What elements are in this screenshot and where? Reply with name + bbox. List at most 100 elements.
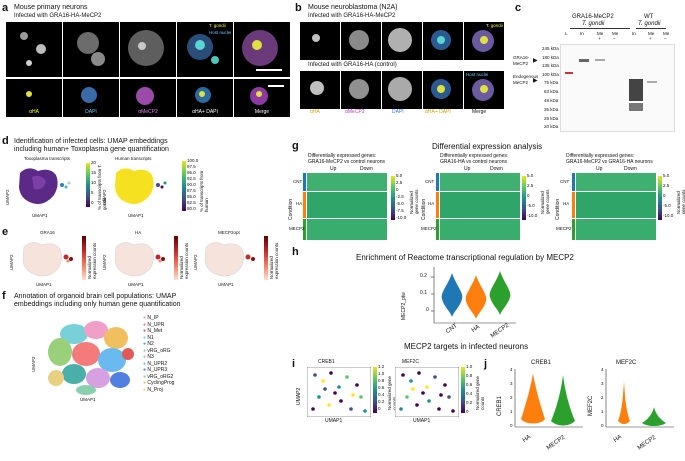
panel-b-subtitle: Infected with GRA16-HA-MeCP2 bbox=[308, 13, 396, 19]
j-ylabel-2: MEF2C bbox=[588, 395, 594, 416]
inset-b-tgondii: T. gondii bbox=[486, 23, 503, 28]
i-xlabel-2: UMAP1 bbox=[413, 418, 431, 424]
j-creb1-violin-ha bbox=[521, 373, 545, 424]
c-col2-sub: T. gondii bbox=[638, 21, 661, 27]
c-left-label-1: GRA16- bbox=[513, 55, 530, 60]
e-ylabel-3: UMAP2 bbox=[193, 254, 198, 270]
b-label-merge: Merge bbox=[472, 109, 487, 115]
e-cbar-label-1: Normalized expression counts bbox=[87, 242, 97, 279]
micrograph-a-6: αHA bbox=[6, 79, 62, 117]
i-ylabel-1: UMAP2 bbox=[296, 387, 302, 405]
inset-a-tgondii: T. gondii bbox=[209, 23, 226, 28]
f-title: Annotation of organoid brain cell popula… bbox=[14, 293, 177, 300]
panel-label-g: g bbox=[292, 140, 299, 152]
g-ylabel-1: Condition bbox=[288, 198, 294, 220]
c-lane-me4: Me bbox=[663, 31, 670, 36]
panel-label-j: j bbox=[484, 358, 488, 370]
i-colorbar-2 bbox=[461, 367, 465, 413]
j-ylabel-1: CREB1 bbox=[497, 395, 503, 416]
c-lane-me3: Me bbox=[648, 31, 655, 36]
micrograph-b-5: T. gondii bbox=[464, 22, 504, 60]
j-mef2c-violin-ha bbox=[618, 381, 630, 424]
c-lane-l: L bbox=[565, 31, 568, 36]
h-ylabel: MECP2_ptw bbox=[401, 292, 407, 320]
e-colorbar-1 bbox=[82, 236, 86, 280]
micrograph-a-5 bbox=[234, 22, 290, 77]
e-cbar-label-2: Normalized expression counts bbox=[179, 242, 189, 279]
j-sub-1: CREB1 bbox=[531, 360, 552, 366]
inset-b-nuclei: Host nuclei bbox=[466, 72, 489, 77]
micrograph-b-1 bbox=[300, 22, 340, 60]
f-legend: ● N_IP ● N_UPR ● N_Met ● N1 ● N2 ● vRG_o… bbox=[143, 315, 175, 393]
g-colorbar-1 bbox=[391, 176, 395, 220]
western-blot bbox=[560, 44, 675, 132]
micrograph-a-1 bbox=[6, 22, 62, 77]
panel-label-f: f bbox=[2, 290, 6, 302]
g-ylabel-2: Condition bbox=[421, 198, 427, 220]
micrograph-b-10: Host nuclei bbox=[464, 71, 504, 109]
d-xlabel-2: UMAP1 bbox=[128, 213, 144, 218]
d-colorbar-2 bbox=[182, 161, 186, 211]
d-title: Identification of infected cells: UMAP e… bbox=[14, 138, 168, 145]
i-umap-creb1 bbox=[307, 367, 371, 417]
panel-label-i: i bbox=[292, 358, 296, 370]
micrograph-b-6 bbox=[300, 71, 340, 109]
i-title: MECP2 targets in infected neurons bbox=[404, 342, 529, 351]
e-xlabel-1: UMAP1 bbox=[36, 282, 52, 287]
micrograph-a-4: T. gondii Host nuclei bbox=[177, 22, 233, 77]
micrograph-a-9: αHA+ DAPI bbox=[177, 79, 233, 117]
c-left-label-3: Endogenous bbox=[513, 74, 539, 79]
f-umap-clusters bbox=[48, 321, 134, 395]
d-sub1: Toxoplasma transcripts bbox=[24, 156, 71, 161]
e-sub-3: MECP2opt bbox=[218, 230, 240, 235]
f-title2: embeddings including only human gene qua… bbox=[14, 301, 181, 308]
j-sub-2: MEF2C bbox=[616, 360, 637, 366]
d-umap-human bbox=[115, 168, 167, 204]
c-lane-in1: In bbox=[580, 31, 584, 36]
panel-label-e: e bbox=[2, 226, 9, 238]
e-umap-mecp2opt bbox=[204, 242, 255, 277]
micrograph-b-3 bbox=[382, 22, 422, 60]
micrograph-b-7 bbox=[341, 71, 381, 109]
g-colorbar-2 bbox=[522, 176, 526, 220]
e-ylabel-1: UMAP2 bbox=[9, 254, 14, 270]
i-sub-1: CREB1 bbox=[318, 359, 335, 365]
g-title: Differential expression analysis bbox=[432, 142, 543, 151]
d-cbar2-label: % of transcripts from human bbox=[199, 170, 209, 212]
i-sub-2: MEF2C bbox=[402, 359, 419, 365]
micrograph-b-8 bbox=[382, 71, 422, 109]
micrograph-a-2 bbox=[63, 22, 119, 77]
e-xlabel-3: UMAP1 bbox=[218, 282, 234, 287]
g-heatmap-2 bbox=[440, 173, 520, 240]
panel-a-subtitle: Infected with GRA16-HA-MeCP2 bbox=[14, 13, 102, 19]
h-violin-cnt bbox=[441, 273, 463, 317]
b-label-dapi: DAPI bbox=[392, 109, 404, 115]
c-lane-me1: Me bbox=[597, 31, 604, 36]
i-xlabel-1: UMAP1 bbox=[325, 418, 343, 424]
micrograph-a-3 bbox=[120, 22, 176, 77]
b-label-mecp2: αMeCP2 bbox=[345, 109, 365, 115]
e-xlabel-2: UMAP1 bbox=[128, 282, 144, 287]
e-colorbar-2 bbox=[174, 236, 178, 280]
h-title: Enrichment of Reactome transcriptional r… bbox=[356, 253, 574, 262]
j-creb1-violin-mecp2 bbox=[551, 375, 575, 426]
i-umap-mef2c bbox=[395, 367, 459, 417]
e-sub-1: GRA16 bbox=[40, 230, 55, 235]
j-mef2c-violin-mecp2 bbox=[642, 407, 666, 426]
g-ylabel-3: Condition bbox=[555, 198, 561, 220]
micrograph-a-8: αMeCP2 bbox=[120, 79, 176, 117]
b-label-ha-dapi: αHA+ DAPI bbox=[425, 109, 451, 115]
b-label-ha: αHA bbox=[310, 109, 320, 115]
d-sub2: Human transcripts bbox=[115, 156, 152, 161]
h-violin-mecp2 bbox=[489, 271, 511, 315]
j-violin-creb1 bbox=[514, 369, 583, 428]
panel-label-c: c bbox=[515, 2, 522, 14]
d-ylabel-1: UMAP2 bbox=[5, 189, 10, 205]
i-colorbar-1 bbox=[373, 367, 377, 413]
c-col1-sub: T. gondii bbox=[582, 21, 605, 27]
c-col2-title: WT bbox=[644, 14, 654, 20]
d-colorbar-1 bbox=[86, 163, 90, 207]
panel-label-h: h bbox=[292, 246, 299, 258]
micrograph-b-4 bbox=[423, 22, 463, 60]
f-ylabel: UMAP2 bbox=[31, 356, 36, 372]
